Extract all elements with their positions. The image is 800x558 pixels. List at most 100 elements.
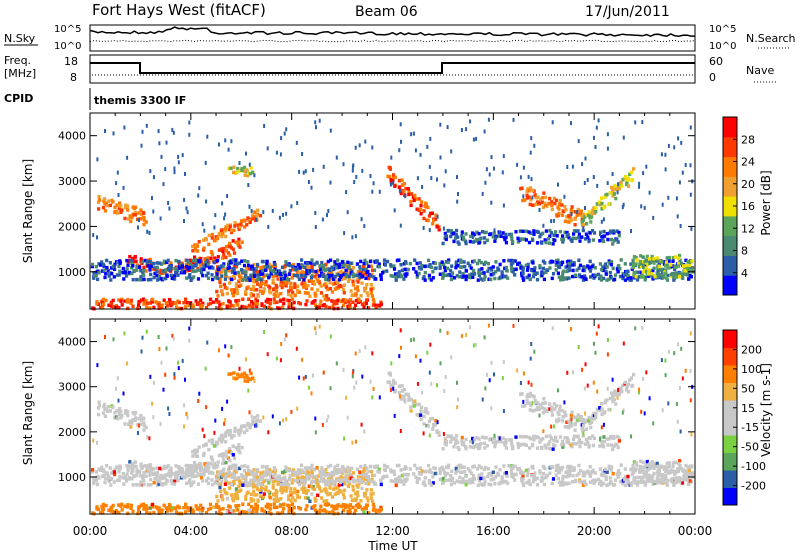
velocity-cell: [197, 482, 200, 486]
velocity-cell: [590, 417, 593, 421]
velocity-cell: [551, 465, 554, 469]
power-cell: [532, 229, 535, 233]
power-cell: [199, 263, 202, 267]
power-cell: [228, 281, 231, 285]
power-cell: [93, 274, 96, 278]
power-cell: [645, 165, 647, 169]
velocity-cell: [383, 464, 386, 468]
power-cell: [238, 245, 241, 249]
power-cell: [146, 124, 148, 128]
velocity-cell: [126, 469, 129, 473]
velocity-cell: [237, 476, 240, 480]
power-cell: [398, 270, 401, 274]
power-cell: [304, 303, 307, 307]
velocity-cell: [203, 452, 206, 456]
velocity-cell: [251, 510, 254, 514]
colorbar-tick-label: 16: [741, 200, 755, 213]
power-cell: [166, 274, 169, 278]
power-cell: [217, 255, 220, 259]
velocity-cell: [243, 464, 246, 468]
power-cell: [484, 181, 486, 185]
power-cell: [96, 278, 99, 282]
power-cell: [210, 250, 213, 254]
power-cell: [183, 198, 185, 202]
velocity-cell: [472, 446, 475, 450]
velocity-cell: [329, 464, 332, 468]
velocity-cell: [224, 440, 227, 444]
power-cell: [383, 258, 386, 262]
velocity-cell: [335, 507, 338, 511]
power-cell: [582, 269, 585, 273]
velocity-cell: [420, 472, 423, 476]
velocity-cell: [183, 476, 186, 480]
velocity-cell: [445, 440, 448, 444]
power-cell: [522, 272, 525, 276]
power-cell: [541, 196, 544, 200]
power-cell: [98, 198, 101, 202]
station-title: Fort Hays West (fitACF): [92, 1, 266, 19]
velocity-cell: [536, 446, 539, 450]
power-cell: [131, 305, 134, 309]
power-cell: [339, 270, 342, 274]
power-cell: [132, 269, 135, 273]
velocity-cell: [364, 482, 367, 486]
power-cell: [288, 299, 291, 303]
power-cell: [233, 271, 236, 275]
power-cell: [209, 298, 212, 302]
velocity-cell: [484, 466, 487, 470]
power-cell: [556, 234, 559, 238]
velocity-cell: [199, 504, 202, 508]
velocity-cell: [564, 414, 567, 418]
velocity-cell: [256, 507, 259, 511]
power-cell: [98, 195, 101, 199]
power-cell: [216, 259, 219, 263]
velocity-cell: [341, 504, 344, 508]
power-cell: [261, 282, 264, 286]
power-cell: [146, 260, 149, 264]
power-cell: [264, 269, 267, 273]
velocity-cell: [152, 467, 155, 471]
power-cell: [403, 190, 406, 194]
power-cell: [177, 155, 179, 159]
power-cell: [152, 262, 155, 266]
power-colorbar-label: Power [dB]: [759, 170, 773, 235]
velocity-cell: [325, 480, 328, 484]
power-cell: [118, 270, 121, 274]
power-cell: [203, 229, 205, 233]
power-cell: [97, 207, 100, 211]
power-cell: [228, 253, 231, 257]
power-cell: [544, 196, 547, 200]
power-cell: [531, 196, 533, 200]
power-cell: [479, 272, 482, 276]
velocity-cell: [577, 441, 580, 445]
power-cell: [606, 238, 609, 242]
power-cell: [356, 285, 359, 289]
velocity-cell: [328, 486, 331, 490]
power-cell: [354, 304, 357, 308]
power-cell: [301, 152, 303, 156]
power-cell: [140, 257, 143, 261]
velocity-cell: [439, 472, 442, 476]
power-cell: [187, 210, 189, 214]
power-cell: [423, 275, 426, 279]
power-cell: [151, 298, 154, 302]
power-cell: [397, 275, 400, 279]
velocity-cell: [153, 481, 156, 485]
colorbar-tick-label: 24: [741, 156, 755, 169]
power-cell: [531, 239, 534, 243]
power-cell: [461, 128, 463, 132]
power-cell: [264, 283, 267, 287]
velocity-cell: [483, 480, 486, 484]
power-cell: [167, 259, 170, 263]
velocity-cell: [142, 479, 145, 483]
power-cell: [668, 144, 670, 148]
power-cell: [429, 212, 432, 216]
velocity-cell: [669, 469, 672, 473]
velocity-cell: [431, 427, 434, 431]
velocity-cell: [235, 487, 238, 491]
power-cell: [455, 233, 458, 237]
velocity-cell: [660, 465, 663, 469]
power-cell: [113, 275, 116, 279]
velocity-cell: [170, 479, 173, 483]
velocity-cell: [272, 484, 275, 488]
